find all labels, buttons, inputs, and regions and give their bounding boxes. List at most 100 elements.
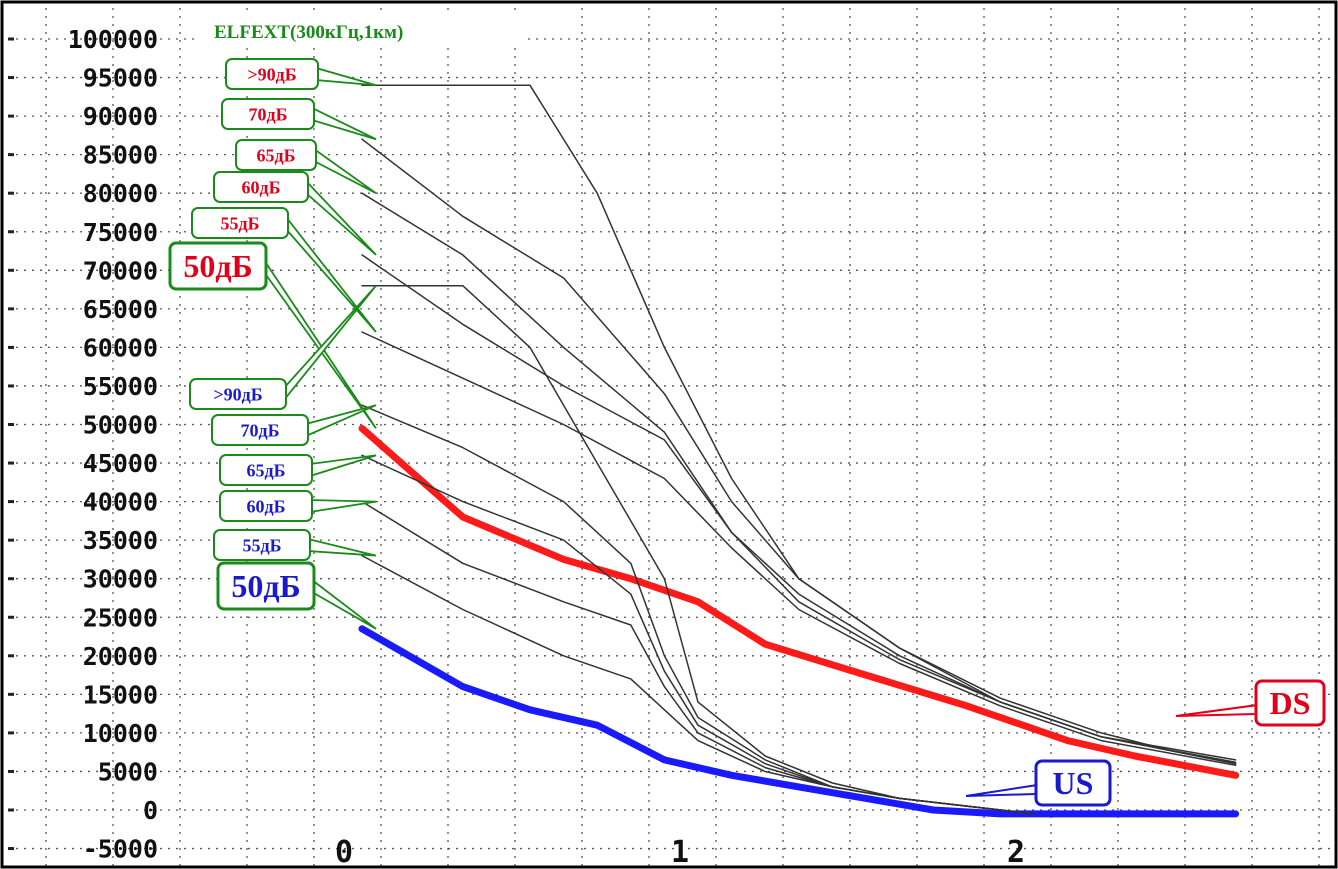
callout-pointer bbox=[965, 784, 1037, 797]
callouts: >90дБ 70дБ 65дБ 60дБ 55дБ 50дБ >90дБ 70дБ 65дБ 60… bbox=[168, 58, 1326, 807]
y-tick-label: 80000 bbox=[83, 179, 158, 208]
y-tick-mark bbox=[8, 615, 14, 619]
callout-pointer bbox=[309, 499, 377, 514]
callout-pointer bbox=[311, 106, 377, 141]
y-tick-mark bbox=[8, 307, 14, 311]
y-tick-label: 50000 bbox=[83, 411, 158, 440]
y-tick-label: 65000 bbox=[83, 295, 158, 324]
y-tick-mark bbox=[8, 423, 14, 426]
y-tick-mark bbox=[8, 500, 14, 504]
callout: 55дБ bbox=[191, 207, 377, 333]
callout-pointer bbox=[311, 578, 377, 630]
callout-box bbox=[235, 139, 317, 171]
callout-label: 50дБ bbox=[183, 248, 252, 284]
callout: 60дБ bbox=[219, 490, 377, 522]
callout: 55дБ bbox=[213, 529, 377, 561]
callout: 50дБ bbox=[168, 241, 377, 429]
series-line-thin-5 bbox=[361, 284, 1035, 815]
y-tick-label: 30000 bbox=[83, 565, 158, 594]
callout-box bbox=[213, 171, 309, 203]
y-tick-label: 75000 bbox=[83, 218, 158, 247]
callout: 50дБ bbox=[216, 561, 377, 630]
callout-pointer bbox=[309, 454, 377, 478]
y-tick-mark bbox=[8, 808, 14, 812]
callout-box bbox=[211, 414, 309, 446]
callout-box bbox=[219, 454, 313, 486]
y-tick-mark bbox=[8, 268, 14, 272]
y-tick-label: -5000 bbox=[83, 835, 158, 864]
y-tick-label: 40000 bbox=[83, 488, 158, 517]
callout-box bbox=[191, 207, 289, 239]
y-tick-mark bbox=[8, 847, 14, 851]
callout-pointer bbox=[315, 66, 377, 87]
y-tick-label: 0 bbox=[143, 796, 158, 825]
callout: DS bbox=[1175, 679, 1326, 727]
y-tick-mark bbox=[8, 230, 14, 234]
callout: 70дБ bbox=[211, 404, 377, 446]
callout-pointer bbox=[283, 285, 377, 403]
series-line-us bbox=[358, 625, 1240, 818]
x-tick-label: 0 bbox=[335, 835, 353, 869]
callout: 65дБ bbox=[235, 139, 377, 194]
y-tick-mark bbox=[8, 461, 14, 465]
y-tick-label: 70000 bbox=[83, 256, 158, 285]
callout-label: DS bbox=[1270, 685, 1311, 721]
callout-box bbox=[1254, 679, 1326, 727]
y-tick-label: 15000 bbox=[83, 680, 158, 709]
callout-label: US bbox=[1053, 765, 1094, 801]
series-line-thin-2 bbox=[361, 84, 1237, 761]
y-tick-mark bbox=[8, 345, 14, 349]
callout-label: 70дБ bbox=[248, 104, 287, 124]
y-tick-label: 85000 bbox=[83, 141, 158, 170]
callout-pointer bbox=[307, 537, 377, 557]
y-tick-mark bbox=[8, 769, 14, 773]
series-line-thin-11 bbox=[361, 554, 1035, 815]
callout-pointer bbox=[313, 147, 377, 194]
grid bbox=[8, 8, 1334, 866]
callout-box bbox=[213, 529, 311, 561]
y-tick-mark bbox=[8, 76, 14, 80]
y-tick-label: 90000 bbox=[83, 102, 158, 131]
x-axis-ticks: 0 1 2 bbox=[335, 835, 1025, 869]
y-tick-mark bbox=[8, 37, 14, 41]
callout: 70дБ bbox=[221, 98, 377, 141]
y-tick-label: 55000 bbox=[83, 372, 158, 401]
series-line-thin-4 bbox=[361, 192, 1237, 765]
callout-box bbox=[225, 58, 319, 90]
callout-label: 70дБ bbox=[240, 420, 279, 440]
chart-title-group: ELFEXT(300кГц,1км) bbox=[196, 14, 522, 48]
callout-pointer bbox=[1175, 704, 1257, 717]
y-axis-ticks: 1000009500090000850008000075000700006500… bbox=[8, 25, 158, 864]
y-tick-mark bbox=[8, 692, 14, 696]
callout-label: 60дБ bbox=[246, 496, 285, 516]
callout-box bbox=[168, 241, 268, 291]
y-tick-label: 60000 bbox=[83, 333, 158, 362]
callout-label: 65дБ bbox=[256, 145, 295, 165]
y-tick-mark bbox=[8, 384, 14, 388]
callout: >90дБ bbox=[225, 58, 377, 90]
y-tick-label: 20000 bbox=[83, 642, 158, 671]
y-tick-label: 95000 bbox=[83, 64, 158, 93]
callout: 60дБ bbox=[213, 171, 377, 256]
callout-label: 55дБ bbox=[242, 535, 281, 555]
callout-box bbox=[189, 378, 287, 410]
callout-label: >90дБ bbox=[247, 64, 296, 84]
callout-box bbox=[1034, 759, 1112, 807]
y-tick-mark bbox=[8, 731, 14, 735]
callout: 65дБ bbox=[219, 454, 377, 486]
series-line-thin-9 bbox=[361, 454, 1035, 815]
series-lines bbox=[358, 84, 1240, 818]
y-tick-mark bbox=[8, 191, 14, 195]
series-line-thin-7 bbox=[361, 331, 1237, 767]
y-tick-label: 100000 bbox=[68, 25, 158, 54]
y-tick-label: 45000 bbox=[83, 449, 158, 478]
x-tick-label: 2 bbox=[1007, 835, 1025, 869]
y-tick-label: 10000 bbox=[83, 719, 158, 748]
series-line-thin-6 bbox=[361, 254, 1237, 765]
y-tick-mark bbox=[8, 538, 14, 542]
chart-title-background bbox=[196, 14, 522, 48]
y-tick-mark bbox=[8, 577, 14, 581]
